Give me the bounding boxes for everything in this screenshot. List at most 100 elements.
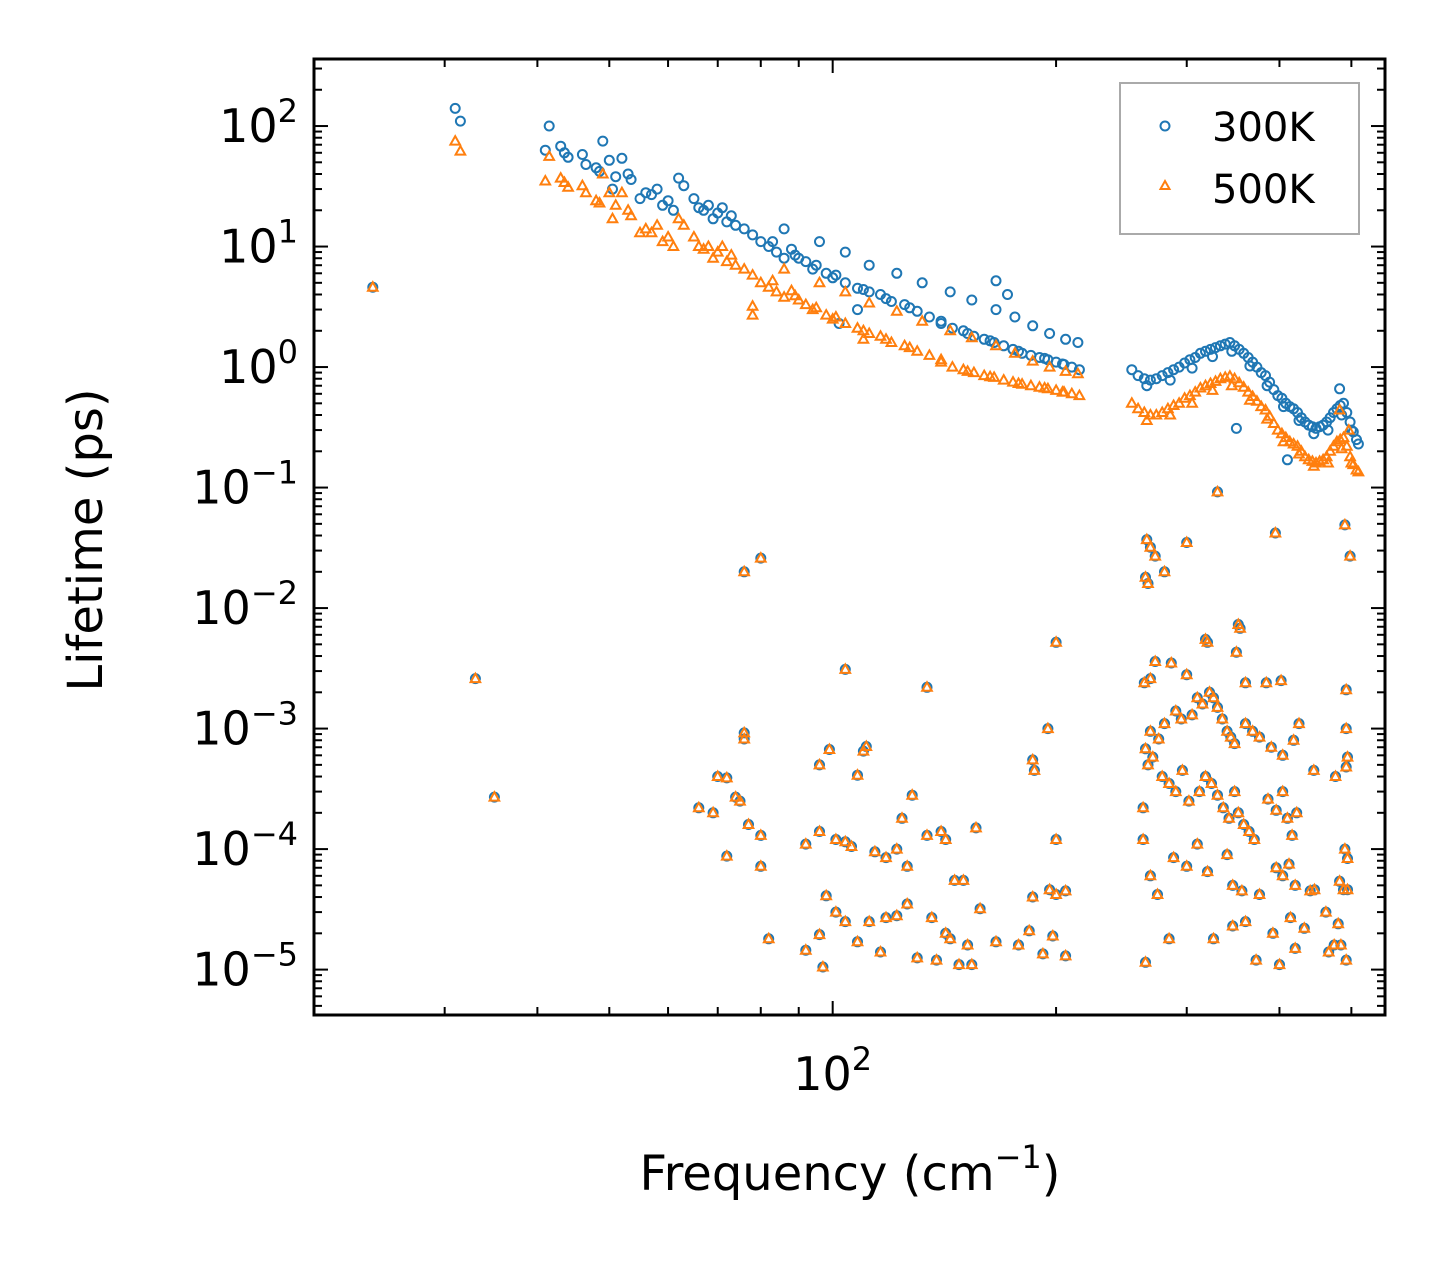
point-500k: [737, 262, 751, 274]
point-500k: [1280, 811, 1294, 823]
point-500k: [1274, 673, 1288, 686]
point-300k: [755, 236, 767, 248]
point-500k: [939, 926, 953, 938]
point-300k: [904, 302, 916, 314]
point-500k: [1046, 928, 1060, 941]
point-500k: [905, 788, 919, 800]
point-300k: [852, 282, 863, 294]
point-500k: [1297, 921, 1311, 933]
point-500k: [1292, 446, 1306, 459]
point-500k: [895, 811, 909, 823]
point-500k: [862, 295, 876, 308]
point-500k: [910, 950, 924, 963]
point-500k: [1333, 432, 1347, 445]
y-tick-label: 10−3: [192, 695, 298, 756]
point-300k: [1126, 364, 1138, 376]
point-500k: [934, 352, 948, 365]
point-500k: [624, 208, 638, 221]
point-300k: [966, 294, 978, 306]
point-500k: [1290, 805, 1304, 818]
point-500k: [1138, 741, 1153, 754]
point-300k: [767, 236, 779, 248]
point-500k: [666, 239, 680, 251]
point-500k: [838, 914, 852, 927]
point-500k: [579, 185, 593, 198]
point-500k: [920, 680, 934, 692]
point-500k: [1266, 926, 1280, 938]
point-300k: [1060, 333, 1072, 345]
point-300k: [580, 159, 592, 170]
point-500k: [1190, 690, 1204, 703]
point-300k: [1308, 428, 1320, 440]
point-500k: [1138, 955, 1153, 967]
plot-points: [366, 102, 1365, 973]
point-500k: [812, 275, 827, 288]
point-500k: [1338, 517, 1352, 530]
point-500k: [1340, 882, 1355, 895]
point-300k: [1009, 311, 1021, 323]
point-500k: [1137, 405, 1151, 417]
point-500k: [1026, 752, 1040, 765]
point-500k: [822, 742, 836, 754]
point-500k: [1276, 784, 1290, 797]
point-500k: [1342, 423, 1356, 435]
point-500k: [1344, 455, 1358, 468]
point-500k: [844, 839, 859, 851]
point-300k: [725, 210, 737, 222]
point-500k: [997, 373, 1011, 385]
point-300k: [1168, 364, 1180, 376]
point-500k: [615, 185, 629, 198]
point-500k: [1228, 736, 1242, 749]
point-500k: [983, 369, 997, 382]
point-300k: [1072, 337, 1084, 348]
point-300k: [1226, 345, 1238, 357]
point-500k: [1215, 711, 1229, 724]
point-300k: [944, 286, 956, 298]
point-500k: [1011, 937, 1026, 950]
point-500k: [561, 180, 575, 192]
point-500k: [799, 837, 813, 849]
point-500k: [1238, 675, 1253, 688]
point-500k: [934, 824, 948, 836]
point-500k: [697, 242, 711, 254]
point-500k: [1303, 883, 1317, 896]
point-500k: [1235, 883, 1249, 896]
point-500k: [733, 794, 747, 806]
plot-frame: [312, 57, 1387, 1017]
point-500k: [850, 321, 865, 333]
point-300k: [978, 333, 990, 345]
point-500k: [1136, 800, 1150, 813]
point-500k: [1155, 769, 1169, 781]
point-500k: [788, 288, 802, 301]
point-500k: [1174, 711, 1188, 724]
point-500k: [1224, 730, 1238, 742]
point-500k: [900, 896, 914, 909]
point-300k: [625, 174, 637, 185]
point-300k: [454, 115, 466, 127]
point-500k: [1229, 645, 1243, 657]
point-500k: [453, 144, 467, 156]
point-500k: [1351, 464, 1365, 477]
point-300k: [789, 249, 801, 261]
point-500k: [838, 284, 852, 297]
point-500k: [1307, 882, 1322, 895]
point-500k: [1283, 910, 1298, 923]
point-500k: [826, 312, 840, 324]
point-500k: [943, 323, 957, 336]
point-500k: [1169, 784, 1183, 797]
point-500k: [925, 910, 939, 923]
point-500k: [850, 768, 865, 780]
point-500k: [1339, 721, 1353, 734]
point-500k: [1339, 682, 1353, 695]
point-500k: [1328, 769, 1343, 781]
x-tick-label: 102: [793, 1040, 872, 1101]
legend-box: [1119, 82, 1360, 235]
point-500k: [1233, 621, 1247, 633]
point-300k: [857, 284, 869, 295]
point-500k: [1292, 716, 1306, 729]
point-500k: [366, 280, 380, 292]
point-500k: [1222, 811, 1236, 823]
point-300k: [863, 259, 875, 271]
point-500k: [799, 943, 813, 955]
point-500k: [672, 211, 686, 224]
